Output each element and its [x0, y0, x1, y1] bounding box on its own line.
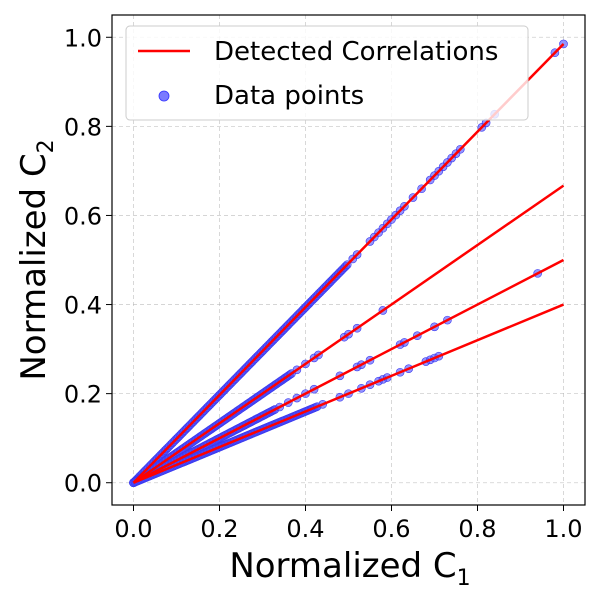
legend-marker-swatch	[158, 90, 170, 102]
y-axis-label-subscript: 2	[34, 139, 59, 153]
x-tick-label: 0.2	[200, 515, 238, 543]
y-tick-label: 0.4	[64, 292, 102, 320]
legend-box	[125, 25, 529, 121]
x-axis-label-text: Normalized C	[229, 546, 456, 586]
x-tick-label: 0.6	[372, 515, 410, 543]
x-tick-label: 0.4	[286, 515, 324, 543]
correlation-line	[132, 258, 565, 484]
y-tick-label: 0.8	[64, 113, 102, 141]
x-tick-label: 0.0	[114, 515, 152, 543]
axis-ticks: 0.0 0.2 0.4 0.6 0.8 1.0 0.0 0.2 0.4 0.6 0.8 1.0	[64, 24, 583, 543]
y-tick-label: 1.0	[64, 24, 102, 52]
legend-label-detected-correlations: Detected Correlations	[214, 37, 498, 67]
correlation-line	[133, 303, 564, 484]
y-axis-label: Normalized C2	[14, 139, 59, 380]
correlation-line	[132, 184, 565, 484]
legend: Detected Correlations Data points	[125, 25, 529, 121]
x-tick-label: 0.8	[458, 515, 496, 543]
legend-label-data-points: Data points	[214, 81, 364, 111]
x-axis-label-subscript: 1	[457, 566, 471, 591]
plot-frame	[111, 14, 586, 506]
x-tick-label: 1.0	[544, 515, 582, 543]
y-tick-label: 0.0	[64, 470, 102, 498]
y-axis-label-text: Normalized C	[14, 153, 54, 380]
x-axis-label: Normalized C1	[229, 546, 470, 591]
y-tick-label: 0.2	[64, 381, 102, 409]
y-tick-label: 0.6	[64, 202, 102, 230]
